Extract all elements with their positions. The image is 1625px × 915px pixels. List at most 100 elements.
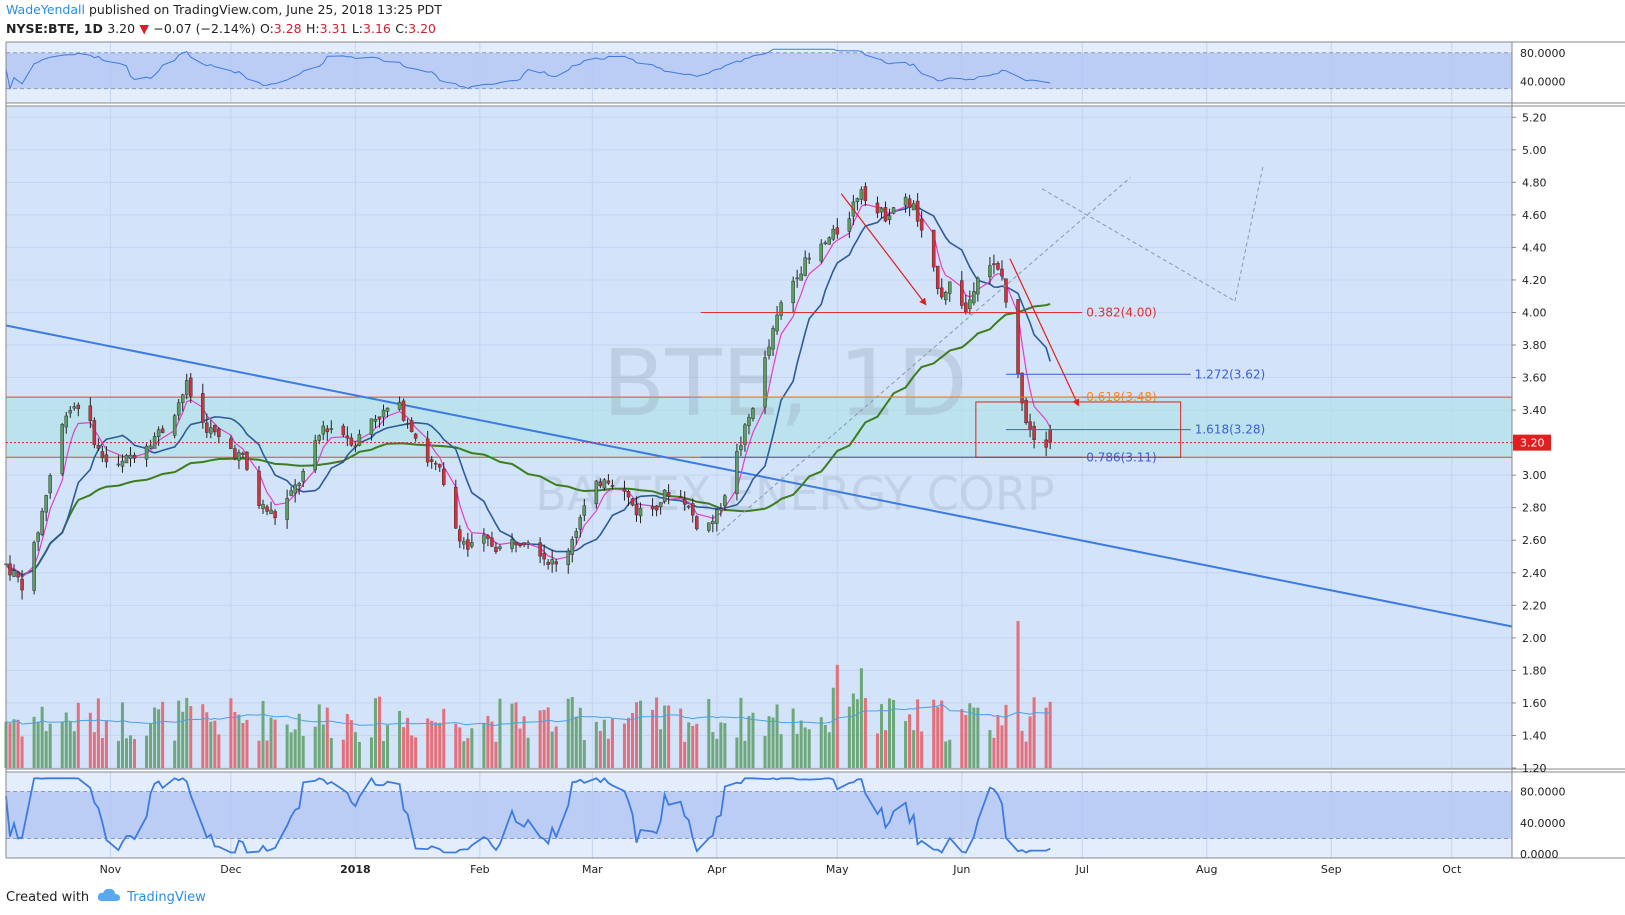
volume-bar-137 <box>771 717 775 768</box>
candle-body-12 <box>68 410 73 414</box>
price-tick-label-17: 1.80 <box>1522 664 1547 677</box>
volume-bar-89 <box>498 698 502 768</box>
candle-body-180 <box>1016 299 1020 374</box>
candle-body-178 <box>1000 268 1004 277</box>
volume-bar-78 <box>438 722 442 768</box>
candle-body-17 <box>96 445 101 449</box>
price-tick-label-9: 3.40 <box>1522 404 1547 417</box>
candle-body-10 <box>60 424 64 475</box>
time-label-11: Oct <box>1442 863 1462 876</box>
volume-bar-152 <box>855 699 859 768</box>
volume-bar-46 <box>261 700 265 768</box>
fib-label-3: 1.272(3.62) <box>1195 367 1265 381</box>
volume-bar-175 <box>988 730 992 768</box>
candle-body-68 <box>381 409 386 418</box>
volume-bar-184 <box>1032 697 1036 768</box>
volume-bar-123 <box>691 725 695 768</box>
candle-body-134 <box>751 408 755 419</box>
price-tick-label-5: 4.20 <box>1522 274 1547 287</box>
volume-bar-138 <box>775 704 779 768</box>
candle-body-100 <box>566 550 570 565</box>
time-label-9: Aug <box>1196 863 1217 876</box>
high-label: H: <box>306 21 320 36</box>
volume-bar-101 <box>570 697 574 768</box>
candle-body-141 <box>795 277 799 280</box>
volume-bar-80 <box>454 723 458 768</box>
candle-body-137 <box>771 328 775 350</box>
volume-bar-79 <box>442 708 446 768</box>
tradingview-link[interactable]: TradingView <box>127 889 206 905</box>
volume-bar-4 <box>20 736 24 768</box>
candle-body-140 <box>791 280 795 304</box>
price-tick-label-8: 3.60 <box>1522 372 1547 385</box>
candle-body-79 <box>441 468 446 485</box>
volume-bar-23 <box>128 735 133 768</box>
candle-body-125 <box>707 522 711 531</box>
candle-body-56 <box>317 435 322 441</box>
symbol-name[interactable]: NYSE:BTE, 1D <box>6 21 103 36</box>
volume-bar-48 <box>269 717 273 768</box>
candle-body-29 <box>160 428 165 433</box>
volume-bar-158 <box>888 698 892 768</box>
candle-body-129 <box>723 495 727 507</box>
candle-body-153 <box>859 189 864 200</box>
candle-body-107 <box>602 479 607 489</box>
candle-body-139 <box>779 302 783 316</box>
candle-body-113 <box>634 503 639 516</box>
candle-body-144 <box>807 257 811 260</box>
candle-body-171 <box>964 302 968 313</box>
candle-body-74 <box>413 433 418 439</box>
candle-body-77 <box>433 462 438 465</box>
candle-body-124 <box>694 516 699 530</box>
candle-body-25 <box>144 445 149 460</box>
volume-bar-38 <box>213 720 217 768</box>
time-label-6: May <box>826 863 849 876</box>
candle-body-63 <box>353 445 358 448</box>
candle-body-179 <box>1004 278 1008 303</box>
candle-body-185 <box>1044 439 1048 448</box>
volume-bar-169 <box>948 739 952 768</box>
time-label-0: Nov <box>100 863 122 876</box>
volume-bar-45 <box>257 740 261 768</box>
volume-bar-167 <box>940 700 944 768</box>
candle-body-150 <box>847 218 852 232</box>
volume-bar-44 <box>245 719 249 768</box>
candle-body-71 <box>401 400 406 421</box>
volume-bar-105 <box>594 721 598 768</box>
candle-body-97 <box>546 561 550 565</box>
volume-bar-59 <box>329 738 333 768</box>
volume-bar-29 <box>161 701 165 768</box>
low-value: 3.16 <box>363 21 391 36</box>
volume-bar-110 <box>622 723 626 768</box>
volume-bar-179 <box>1004 704 1008 768</box>
candle-body-76 <box>429 459 434 462</box>
author-link[interactable]: WadeYendall <box>6 2 85 17</box>
candle-body-81 <box>458 529 462 542</box>
price-tick-label-1: 5.00 <box>1522 144 1547 157</box>
candle-body-42 <box>237 452 241 461</box>
volume-bar-3 <box>16 719 20 768</box>
candle-body-36 <box>205 422 209 433</box>
candle-body-80 <box>454 486 458 529</box>
candle-body-88 <box>494 546 498 552</box>
arrow-1 <box>840 193 927 306</box>
candle-body-169 <box>948 281 952 294</box>
volume-bar-25 <box>145 735 149 768</box>
candle-body-161 <box>907 198 912 208</box>
candle-body-104 <box>582 505 587 516</box>
time-label-10: Sep <box>1321 863 1342 876</box>
candle-body-181 <box>1020 372 1024 404</box>
volume-bar-109 <box>610 718 614 768</box>
candle-body-14 <box>76 404 81 410</box>
volume-bar-180 <box>1016 621 1020 768</box>
candle-body-165 <box>931 229 936 268</box>
volume-bar-136 <box>767 716 771 768</box>
fib-label-1: 0.618(3.48) <box>1086 390 1156 404</box>
volume-bar-70 <box>398 710 402 768</box>
volume-bar-95 <box>538 710 542 768</box>
candle-body-120 <box>678 496 683 498</box>
volume-bar-128 <box>719 722 723 768</box>
candle-body-1 <box>8 563 12 576</box>
volume-bar-159 <box>892 700 896 768</box>
